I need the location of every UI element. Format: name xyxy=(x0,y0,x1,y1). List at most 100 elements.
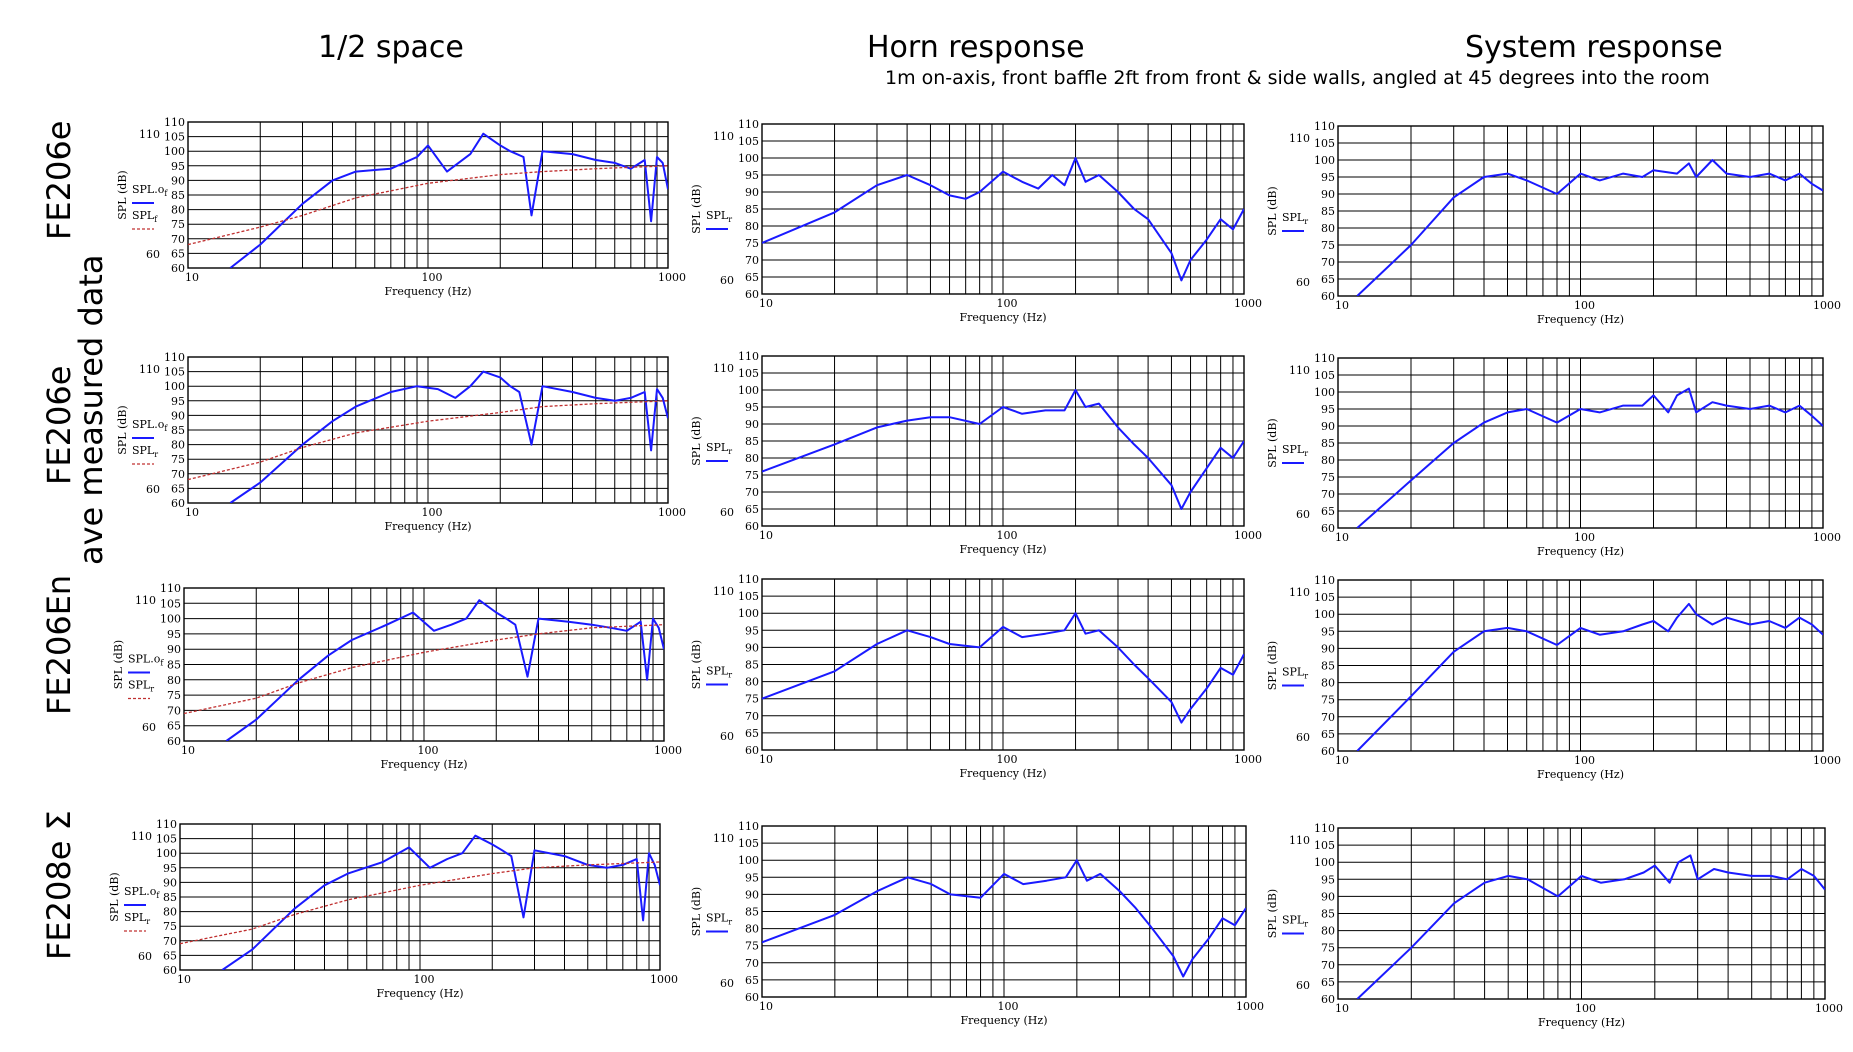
plot-frame xyxy=(187,121,669,269)
y-tick-label: 60 xyxy=(163,964,177,977)
y-tick-label: 65 xyxy=(1321,505,1335,518)
y-tick-label: 105 xyxy=(164,131,185,144)
y-tick-label: 85 xyxy=(171,424,185,437)
y-tick-label: 70 xyxy=(1321,488,1335,501)
y-tick-label: 70 xyxy=(745,254,759,267)
legend-label: SPLr xyxy=(706,209,732,224)
y-tick-label: 95 xyxy=(745,169,759,182)
y-tick-label: 65 xyxy=(171,482,185,495)
y-tick-label: 100 xyxy=(738,854,759,867)
plot-frame xyxy=(179,823,661,971)
x-axis-label: Frequency (Hz) xyxy=(960,543,1047,556)
spl-response-line xyxy=(229,370,668,503)
x-tick-label: 100 xyxy=(997,529,1018,542)
y-tick-label: 100 xyxy=(164,145,185,158)
y-tick-label: 95 xyxy=(163,862,177,875)
y-tick-label: 105 xyxy=(164,366,185,379)
y-tick-label: 75 xyxy=(163,920,177,933)
x-axis-label: Frequency (Hz) xyxy=(385,520,472,533)
y-tick-label: 75 xyxy=(1321,471,1335,484)
column-title-system-response: System response xyxy=(1465,30,1723,65)
y-tick-label: 105 xyxy=(160,597,181,610)
x-tick-label: 100 xyxy=(1574,299,1595,312)
y-tick-label: 65 xyxy=(1321,273,1335,286)
x-axis-label: Frequency (Hz) xyxy=(960,311,1047,324)
y-tick-label: 110 xyxy=(1314,822,1335,835)
legend-label: SPLr xyxy=(1282,914,1308,929)
x-axis-label: Frequency (Hz) xyxy=(1537,768,1624,781)
reference-response-line xyxy=(180,861,660,945)
y-tick-label: 85 xyxy=(171,189,185,202)
x-axis-label: Frequency (Hz) xyxy=(385,285,472,298)
legend-label: SPLr xyxy=(706,912,732,927)
x-tick-label: 100 xyxy=(1574,754,1595,767)
y-tick-label: 110 xyxy=(738,573,759,586)
y-tick-label: 90 xyxy=(1321,890,1335,903)
y-tick-label-outer: 60 xyxy=(1296,731,1310,744)
y-tick-label: 95 xyxy=(1321,403,1335,416)
y-tick-label: 80 xyxy=(745,923,759,936)
y-tick-label: 90 xyxy=(745,186,759,199)
y-tick-label: 100 xyxy=(160,613,181,626)
x-tick-label: 1000 xyxy=(658,506,686,519)
legend-label: SPLr xyxy=(124,911,150,926)
y-tick-label: 100 xyxy=(164,380,185,393)
y-tick-label: 90 xyxy=(745,888,759,901)
y-tick-label: 65 xyxy=(745,503,759,516)
y-tick-label-outer: 60 xyxy=(720,730,734,743)
y-tick-label: 80 xyxy=(1321,925,1335,938)
x-tick-label: 10 xyxy=(1335,299,1349,312)
y-tick-label: 110 xyxy=(164,116,185,129)
x-tick-label: 1000 xyxy=(654,744,682,757)
y-tick-label: 65 xyxy=(745,271,759,284)
y-tick-label: 90 xyxy=(163,876,177,889)
y-tick-label: 85 xyxy=(1321,437,1335,450)
spl-response-line xyxy=(762,157,1244,282)
x-tick-label: 100 xyxy=(1574,531,1595,544)
y-tick-label: 90 xyxy=(1321,188,1335,201)
y-tick-label: 65 xyxy=(745,727,759,740)
spl-response-line xyxy=(762,389,1244,510)
y-tick-label: 90 xyxy=(171,174,185,187)
x-tick-label: 1000 xyxy=(650,973,678,986)
y-tick-label: 80 xyxy=(1321,454,1335,467)
y-tick-label-outer: 110 xyxy=(1289,364,1310,377)
x-tick-label: 1000 xyxy=(1813,299,1841,312)
y-tick-label: 60 xyxy=(171,262,185,275)
y-tick-label: 90 xyxy=(167,643,181,656)
y-axis-label: SPL (dB) xyxy=(1266,186,1279,235)
y-tick-label-outer: 60 xyxy=(1296,276,1310,289)
y-tick-label-outer: 110 xyxy=(1289,586,1310,599)
spl-response-line xyxy=(1356,159,1823,296)
y-tick-label: 105 xyxy=(1314,137,1335,150)
y-tick-label: 70 xyxy=(1321,711,1335,724)
spl-response-line xyxy=(762,612,1244,724)
y-tick-label: 110 xyxy=(738,820,759,833)
y-tick-label: 75 xyxy=(171,218,185,231)
y-tick-label: 70 xyxy=(745,486,759,499)
y-tick-label: 110 xyxy=(738,350,759,363)
y-tick-label: 90 xyxy=(1321,420,1335,433)
x-tick-label: 10 xyxy=(181,744,195,757)
x-tick-label: 100 xyxy=(418,744,439,757)
plot-frame xyxy=(1337,125,1824,297)
y-tick-label: 75 xyxy=(1321,694,1335,707)
x-tick-label: 100 xyxy=(422,506,443,519)
y-axis-label: SPL (dB) xyxy=(116,170,129,219)
y-tick-label: 60 xyxy=(745,991,759,1004)
x-axis-label: Frequency (Hz) xyxy=(960,767,1047,780)
y-tick-label: 60 xyxy=(167,735,181,748)
y-tick-label: 70 xyxy=(1321,959,1335,972)
plot-frame xyxy=(1337,579,1824,752)
y-tick-label: 95 xyxy=(1321,625,1335,638)
y-tick-label-outer: 110 xyxy=(131,830,152,843)
y-tick-label: 110 xyxy=(1314,574,1335,587)
